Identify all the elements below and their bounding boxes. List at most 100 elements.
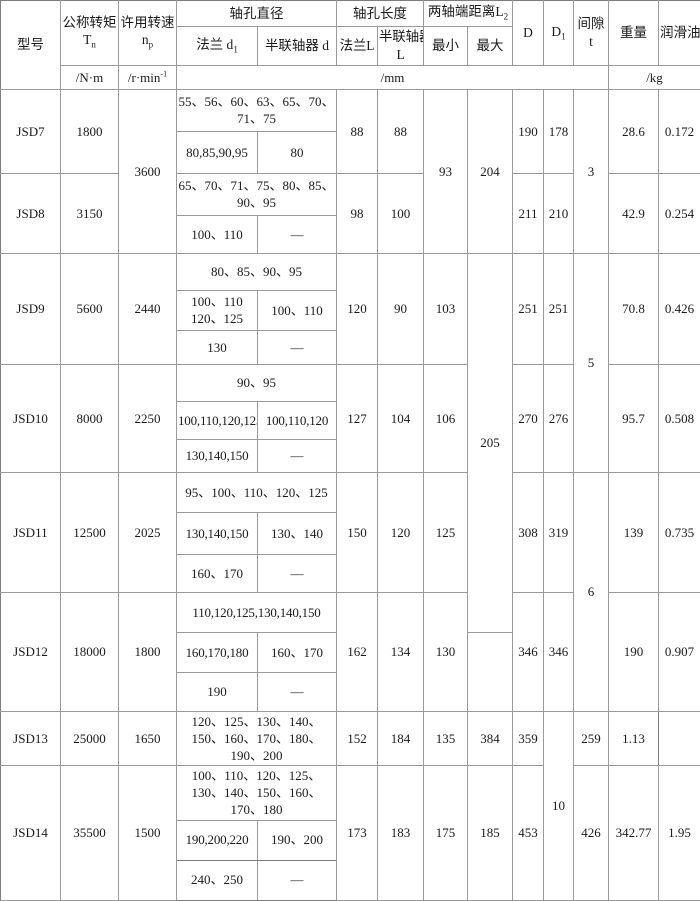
cell-torque: 1800 [61,89,119,173]
cell-bore-diameter-flange: 100、110 [177,215,258,253]
cell-bore-diameter-halfcoupling: 80 [258,131,337,173]
cell-bore-length-halfcoupling: 120 [378,472,424,592]
header-D1-subscript: 1 [561,31,566,41]
cell-weight: 28.6 [609,89,659,173]
cell-bore-diameter-flange: 240、250 [177,860,258,900]
cell-bore-diameter-flange: 130 [177,330,258,364]
cell-bore-diameter-flange: 90、95 [177,364,337,401]
table-row-model: JSD8 [1,173,61,253]
table-row-model: JSD7 [1,89,61,173]
cell-D: 270 [513,364,544,472]
table-row-model: JSD13 [1,711,61,765]
header-bore-diameter-flange-subscript: 1 [233,44,238,54]
cell-shaft-gap-min: 106 [424,364,468,472]
header-clearance: 间隙 t [574,1,609,66]
header-bore-diameter-flange: 法兰 d1 [177,27,258,66]
cell-torque: 3150 [61,173,119,253]
cell-speed: 2250 [119,364,177,472]
header-allowable-speed-symbol: n [142,32,149,47]
header-nominal-torque-subscript: n [91,40,96,50]
cell-bore-length-flange: 127 [337,364,378,472]
cell-bore-diameter-halfcoupling: 190、200 [258,820,337,860]
cell-lubricant: 1.13 [609,711,659,765]
cell-D1: 251 [544,253,574,364]
cell-torque: 35500 [61,766,119,900]
cell-weight: 190 [609,592,659,711]
header-weight: 重量 [609,1,659,66]
cell-bore-diameter-flange: 80,85,90,95 [177,131,258,173]
cell-lubricant: 0.508 [659,364,700,472]
cell-D1: 319 [544,472,574,592]
cell-lubricant: 0.172 [659,89,700,173]
cell-weight: 95.7 [609,364,659,472]
cell-bore-diameter-halfcoupling: — [258,215,337,253]
cell-torque: 25000 [61,711,119,765]
header-D: D [513,1,544,66]
cell-lubricant: 0.907 [659,592,700,711]
header-shaft-end-distance-label: 两轴端距离L [428,4,504,19]
cell-bore-length-halfcoupling: 183 [378,766,424,900]
cell-bore-length-flange: 120 [337,253,378,364]
header-nominal-torque-label: 公称转矩 [63,15,117,30]
table-row-model: JSD12 [1,592,61,711]
cell-bore-length-halfcoupling: 184 [378,711,424,765]
cell-torque: 8000 [61,364,119,472]
unit-kg: /kg [609,65,700,89]
header-allowable-speed-label: 许用转速 [121,15,175,30]
cell-bore-length-flange: 162 [337,592,378,711]
cell-shaft-gap-min: 130 [424,592,468,711]
cell-D1: 178 [544,89,574,173]
cell-bore-length-flange: 152 [337,711,378,765]
header-shaft-end-distance-group: 两轴端距离L2 [424,1,513,27]
header-shaft-end-distance-min: 最小 [424,27,468,66]
cell-D: 308 [513,472,544,592]
cell-bore-diameter-flange: 100、110 120、125 [177,290,258,330]
cell-bore-length-flange: 88 [337,89,378,173]
cell-bore-length-halfcoupling: 88 [378,89,424,173]
cell-bore-diameter-halfcoupling: 100,110,120 [258,401,337,439]
header-lubricant: 润滑油 [659,1,700,66]
cell-speed: 1500 [119,766,177,900]
cell-shaft-gap-min: 175 [424,766,468,900]
cell-bore-diameter-flange: 120、125、130、140、150、160、170、180、190、200 [177,711,337,765]
cell-D1: 426 [574,766,609,900]
cell-lubricant: 0.426 [659,253,700,364]
cell-clearance: 3 [574,89,609,253]
cell-bore-length-halfcoupling: 134 [378,592,424,711]
cell-bore-length-halfcoupling: 90 [378,253,424,364]
cell-lubricant: 0.254 [659,173,700,253]
cell-bore-diameter-flange: 55、56、60、63、65、70、71、75 [177,89,337,131]
header-bore-diameter-flange-label: 法兰 d [196,37,233,52]
unit-speed-base: /r·min [128,70,161,85]
cell-shaft-gap-min: 135 [424,711,468,765]
cell-bore-length-halfcoupling: 100 [378,173,424,253]
cell-bore-length-flange: 98 [337,173,378,253]
cell-shaft-gap-max: 185 [468,766,513,900]
table-row-model: JSD10 [1,364,61,472]
cell-lubricant: 0.735 [659,472,700,592]
cell-bore-diameter-flange-text: 100、110 120、125 [191,294,243,326]
cell-bore-diameter-flange: 80、85、90、95 [177,253,337,290]
table-row-model: JSD9 [1,253,61,364]
header-nominal-torque: 公称转矩 Tn [61,1,119,66]
header-D1: D1 [544,1,574,66]
cell-bore-diameter-flange: 190,200,220 [177,820,258,860]
cell-bore-length-flange: 173 [337,766,378,900]
header-shaft-end-distance-max: 最大 [468,27,513,66]
header-D1-symbol: D [551,24,561,39]
cell-D: 346 [513,592,544,711]
cell-bore-diameter-flange: 160、170 [177,554,258,592]
cell-bore-diameter-flange: 160,170,180 [177,632,258,672]
cell-bore-diameter-halfcoupling: — [258,554,337,592]
cell-bore-diameter-halfcoupling: 100、110 [258,290,337,330]
cell-bore-diameter-flange: 95、100、110、120、125 [177,472,337,512]
cell-bore-diameter-flange: 110,120,125,130,140,150 [177,592,337,632]
cell-D: 453 [513,766,544,900]
cell-weight: 139 [609,472,659,592]
cell-weight: 42.9 [609,173,659,253]
cell-shaft-gap-max: 205 [468,253,513,632]
cell-speed: 1650 [119,711,177,765]
cell-torque: 12500 [61,472,119,592]
header-bore-length-group: 轴孔长度 [337,1,424,27]
